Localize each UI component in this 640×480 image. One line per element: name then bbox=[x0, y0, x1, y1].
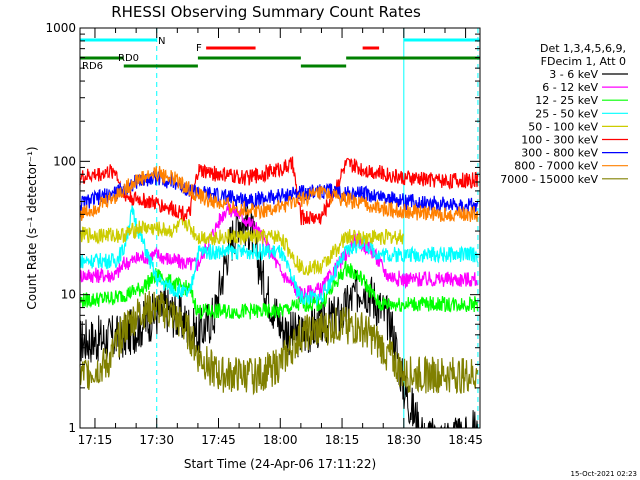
legend-header-0: Det 1,3,4,5,6,9, bbox=[540, 42, 626, 55]
y-tick-label: 100 bbox=[53, 154, 76, 168]
legend-label: 800 - 7000 keV bbox=[514, 160, 598, 173]
series-line-800-7000-kev bbox=[79, 166, 479, 223]
x-tick-label: 17:30 bbox=[139, 433, 174, 447]
y-tick-label: 1 bbox=[68, 421, 76, 435]
y-axis-label: Count Rate (s⁻¹ detector⁻¹) bbox=[25, 146, 39, 309]
y-tick-label: 10 bbox=[61, 288, 76, 302]
state-label-rd6: RD6 bbox=[82, 61, 103, 72]
x-tick-label: 18:00 bbox=[263, 433, 298, 447]
legend-label: 300 - 800 keV bbox=[521, 147, 598, 160]
plot-area: N F RD0 RD6 1 10 100 1000 17:15 17:30 17:45 18:00 18… bbox=[45, 21, 482, 447]
series-line-12-25-kev bbox=[79, 260, 479, 320]
state-label-rd0: RD0 bbox=[118, 53, 139, 64]
timestamp: 15-Oct-2021 02:23 bbox=[571, 470, 637, 478]
series-line-7000-15000-kev bbox=[79, 290, 479, 396]
legend-header-1: FDecim 1, Att 0 bbox=[541, 55, 626, 68]
x-tick-label: 18:30 bbox=[387, 433, 422, 447]
chart-title: RHESSI Observing Summary Count Rates bbox=[111, 3, 421, 21]
x-tick-label: 18:15 bbox=[325, 433, 360, 447]
x-axis-label: Start Time (24-Apr-06 17:11:22) bbox=[184, 457, 376, 471]
x-tick-label: 17:15 bbox=[78, 433, 113, 447]
legend-label: 100 - 300 keV bbox=[521, 134, 598, 147]
x-tick-label: 18:45 bbox=[448, 433, 483, 447]
x-tick-label: 17:45 bbox=[201, 433, 236, 447]
state-label-n: N bbox=[158, 36, 165, 47]
legend-label: 3 - 6 keV bbox=[549, 68, 598, 81]
state-label-f: F bbox=[196, 43, 202, 54]
legend-label: 25 - 50 keV bbox=[535, 107, 598, 120]
y-tick-label: 1000 bbox=[45, 21, 76, 35]
legend-label: 12 - 25 keV bbox=[535, 94, 598, 107]
legend-label: 6 - 12 keV bbox=[542, 81, 598, 94]
series-line-25-50-kev bbox=[79, 205, 479, 306]
series-line-50-100-kev bbox=[79, 215, 404, 276]
series-line-100-300-kev bbox=[79, 156, 479, 226]
legend: Det 1,3,4,5,6,9,FDecim 1, Att 03 - 6 keV… bbox=[500, 42, 628, 186]
legend-label: 7000 - 15000 keV bbox=[500, 173, 598, 186]
series-line-300-800-kev bbox=[79, 170, 479, 215]
legend-label: 50 - 100 keV bbox=[528, 120, 598, 133]
